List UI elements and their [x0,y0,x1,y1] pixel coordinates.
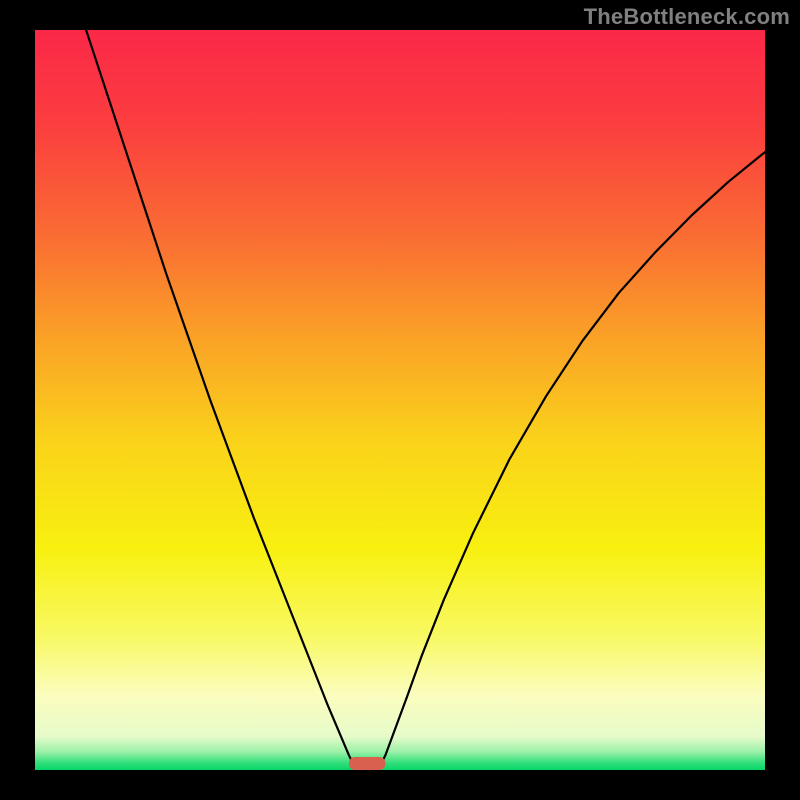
chart-frame: TheBottleneck.com [0,0,800,800]
optimal-marker [349,757,386,770]
watermark-text: TheBottleneck.com [584,4,790,30]
bottleneck-chart [0,0,800,800]
gradient-background [35,30,765,770]
